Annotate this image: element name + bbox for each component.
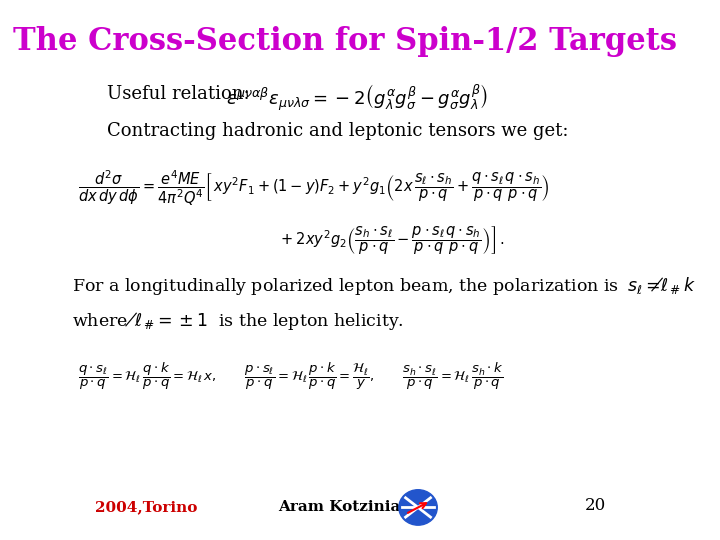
Text: 20: 20	[585, 497, 606, 515]
Text: Aram Kotzinian: Aram Kotzinian	[279, 501, 412, 515]
Text: For a longitudinally polarized lepton beam, the polarization is$\;\; s_\ell = \n: For a longitudinally polarized lepton be…	[72, 275, 696, 298]
Text: $\epsilon^{\mu\nu\alpha\beta}\epsilon_{\mu\nu\lambda\sigma} = -2\left(g^{\alpha}: $\epsilon^{\mu\nu\alpha\beta}\epsilon_{\…	[226, 83, 488, 113]
Text: The Cross-Section for Spin-1/2 Targets: The Cross-Section for Spin-1/2 Targets	[13, 25, 678, 57]
Text: where $\;\not\!\ell_{\,\#} = \pm 1\;$ is the lepton helicity.: where $\;\not\!\ell_{\,\#} = \pm 1\;$ is…	[72, 310, 404, 332]
Text: Contracting hadronic and leptonic tensors we get:: Contracting hadronic and leptonic tensor…	[107, 122, 568, 140]
Text: $\dfrac{q \cdot s_\ell}{p \cdot q} = \mathcal{H}_\ell\,\dfrac{q \cdot k}{p \cdot: $\dfrac{q \cdot s_\ell}{p \cdot q} = \ma…	[78, 361, 503, 393]
Text: $\dfrac{d^2\sigma}{dx\,dy\,d\phi} = \dfrac{e^4 ME}{4\pi^2 Q^4}\left[\,xy^2 F_1 +: $\dfrac{d^2\sigma}{dx\,dy\,d\phi} = \dfr…	[78, 168, 549, 208]
Circle shape	[399, 490, 437, 525]
Text: Useful relation:: Useful relation:	[107, 85, 249, 103]
Text: 2004,Torino: 2004,Torino	[95, 501, 197, 515]
Text: $\left. + 2xy^2 g_2\left(\dfrac{s_h \cdot s_\ell}{p \cdot q} - \dfrac{p \cdot s_: $\left. + 2xy^2 g_2\left(\dfrac{s_h \cdo…	[279, 224, 505, 257]
